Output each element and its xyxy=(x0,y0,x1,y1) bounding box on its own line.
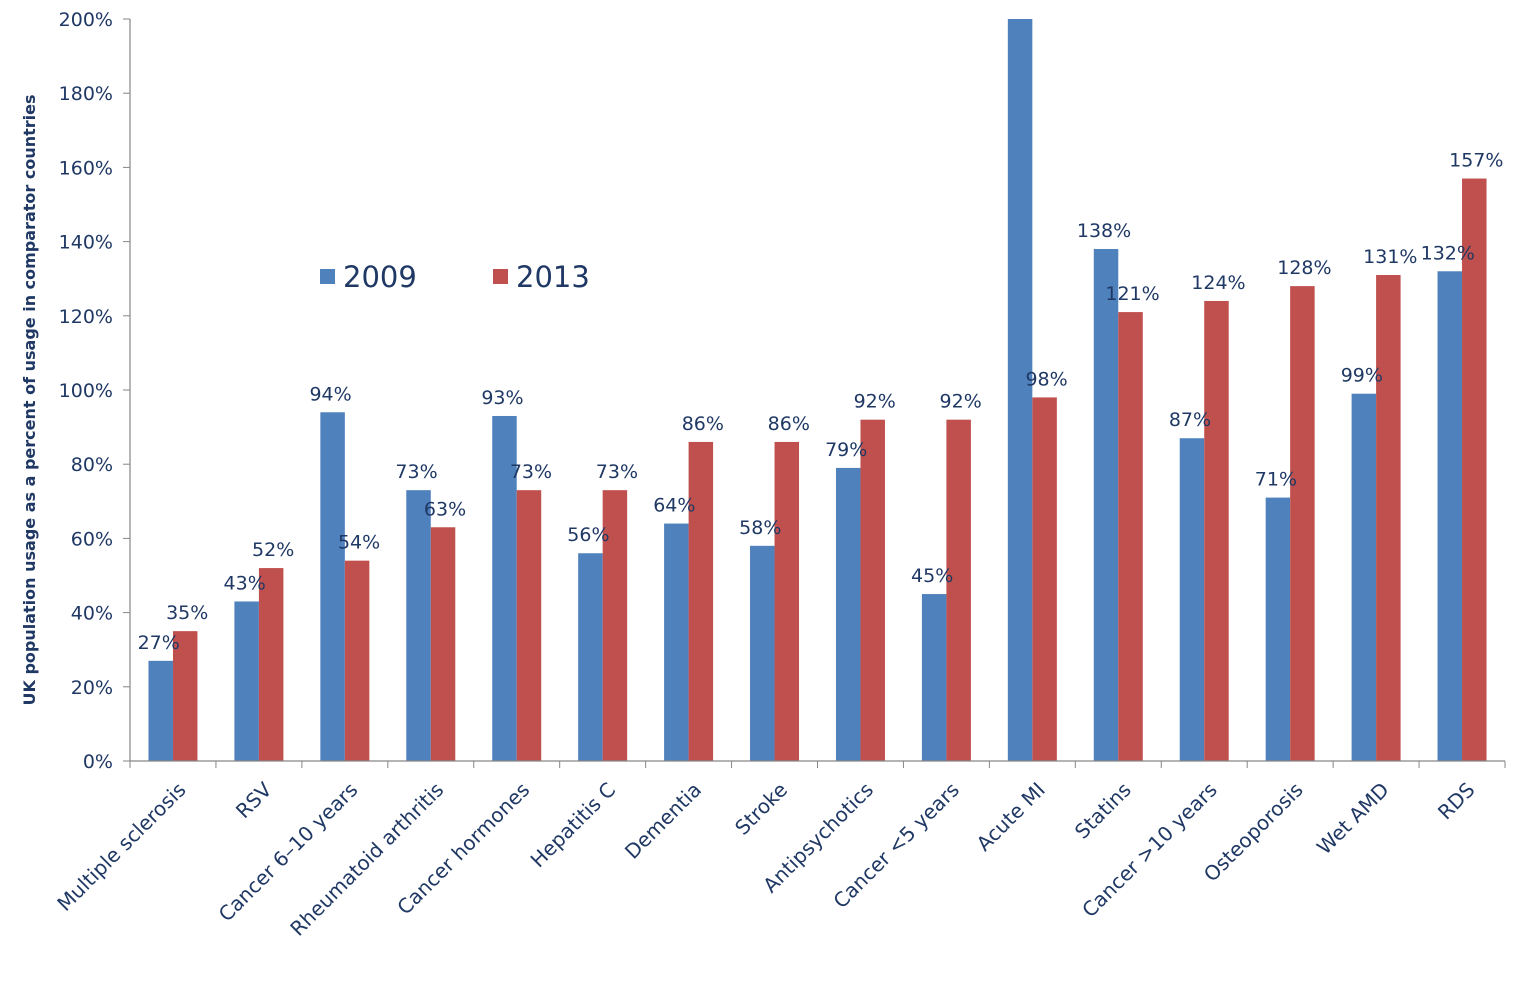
y-axis-ticks: 0% 20% 40% 60% 80% 100% 120% 140% 160% 180% 200% xyxy=(59,9,130,773)
bar-2009-14 xyxy=(1351,393,1377,761)
data-label-2009-4: 93% xyxy=(481,387,523,409)
bar-2009-15 xyxy=(1437,271,1463,761)
bar-2013-8 xyxy=(860,419,885,761)
bar-2013-4 xyxy=(516,490,542,761)
bar-2009-9 xyxy=(921,594,947,761)
data-label-2013-9: 92% xyxy=(940,391,982,413)
data-label-2009-8: 79% xyxy=(825,439,867,461)
bar-2009-12 xyxy=(1179,438,1205,761)
category-label: Acute MI xyxy=(972,778,1050,856)
data-label-2009-15: 132% xyxy=(1421,242,1475,264)
bar-2009-10 xyxy=(1007,19,1033,761)
data-label-2009-12: 87% xyxy=(1169,409,1211,431)
bar-2013-11 xyxy=(1118,312,1143,761)
data-label-2009-13: 71% xyxy=(1255,469,1297,491)
data-label-2013-1: 52% xyxy=(252,539,294,561)
category-label: RSV xyxy=(231,777,277,823)
data-label-2009-1: 43% xyxy=(224,572,266,594)
data-label-2009-2: 94% xyxy=(309,383,351,405)
bar-2013-10 xyxy=(1032,397,1057,761)
category-label: RDS xyxy=(1433,778,1480,825)
bar-2013-3 xyxy=(430,527,456,761)
category-label: Dementia xyxy=(620,778,706,864)
data-label-2013-12: 124% xyxy=(1191,272,1245,294)
category-label: Rheumatoid arthritis xyxy=(285,778,448,941)
y-axis-title: UK population usage as a percent of usag… xyxy=(20,95,39,706)
data-label-2013-4: 73% xyxy=(510,461,552,483)
legend: 2009 2013 xyxy=(320,260,590,294)
y-tick-label: 100% xyxy=(59,380,113,402)
bar-2013-7 xyxy=(774,441,800,761)
y-tick-label: 200% xyxy=(59,9,113,31)
bar-2009-6 xyxy=(664,523,689,761)
legend-label-2009: 2009 xyxy=(343,260,417,294)
bar-2013-1 xyxy=(258,568,284,761)
axes xyxy=(129,19,1506,768)
y-tick-label: 80% xyxy=(71,454,113,476)
data-label-2013-2: 54% xyxy=(338,532,380,554)
data-label-2009-3: 73% xyxy=(395,461,437,483)
data-label-2013-7: 86% xyxy=(768,413,810,435)
y-tick-label: 40% xyxy=(71,603,113,625)
bar-2009-0 xyxy=(148,660,173,761)
data-label-2009-9: 45% xyxy=(911,565,953,587)
bar-2013-9 xyxy=(946,419,971,761)
data-label-2009-14: 99% xyxy=(1341,365,1383,387)
bar-2009-8 xyxy=(835,467,861,761)
bar-2009-7 xyxy=(750,545,775,761)
y-tick-label: 0% xyxy=(83,751,113,773)
category-label: Stroke xyxy=(730,778,792,840)
data-label-2013-0: 35% xyxy=(166,602,208,624)
bar-2009-2 xyxy=(320,412,345,761)
data-label-2009-11: 138% xyxy=(1077,220,1131,242)
bar-2013-6 xyxy=(688,441,714,761)
y-tick-label: 120% xyxy=(59,306,113,328)
data-label-2009-7: 58% xyxy=(739,517,781,539)
category-label: Hepatitis C xyxy=(526,778,621,873)
bar-2009-11 xyxy=(1093,249,1119,761)
legend-swatch-2009 xyxy=(320,269,335,284)
data-label-2013-14: 131% xyxy=(1363,246,1417,268)
data-label-2013-5: 73% xyxy=(596,461,638,483)
category-label: Statins xyxy=(1070,778,1136,844)
bar-2009-13 xyxy=(1265,497,1291,761)
category-label: Multiple sclerosis xyxy=(52,778,190,916)
data-label-2013-6: 86% xyxy=(682,413,724,435)
data-label-2013-15: 157% xyxy=(1449,150,1503,172)
y-tick-label: 160% xyxy=(59,157,113,179)
data-label-2013-13: 128% xyxy=(1277,257,1331,279)
legend-swatch-2013 xyxy=(493,269,508,284)
bar-2009-3 xyxy=(406,490,431,761)
bar-2009-4 xyxy=(492,415,517,761)
bar-2013-12 xyxy=(1204,300,1229,761)
bar-2009-1 xyxy=(234,601,259,761)
data-label-2013-11: 121% xyxy=(1105,283,1159,305)
data-labels: 27% 43% 94% 73% 93% 56% 64% 58% 79% 45% 138% 87% 71%… xyxy=(138,150,1504,654)
data-label-2009-6: 64% xyxy=(653,495,695,517)
data-label-2013-3: 63% xyxy=(424,498,466,520)
bar-2009-5 xyxy=(578,553,603,761)
data-label-2013-10: 98% xyxy=(1025,368,1067,390)
data-label-2009-0: 27% xyxy=(138,632,180,654)
y-tick-label: 180% xyxy=(59,83,113,105)
legend-label-2013: 2013 xyxy=(516,260,590,294)
bar-2013-5 xyxy=(602,490,628,761)
bar-2013-14 xyxy=(1376,274,1401,761)
y-tick-label: 140% xyxy=(59,232,113,254)
y-tick-label: 20% xyxy=(71,677,113,699)
bars xyxy=(148,19,1487,761)
bar-2013-2 xyxy=(344,560,370,761)
bar-2013-15 xyxy=(1462,178,1487,761)
data-label-2013-8: 92% xyxy=(854,391,896,413)
bar-2013-0 xyxy=(172,631,198,761)
category-label: Wet AMD xyxy=(1312,778,1394,860)
data-label-2009-5: 56% xyxy=(567,524,609,546)
bar-2013-13 xyxy=(1290,286,1315,761)
y-tick-label: 60% xyxy=(71,528,113,550)
